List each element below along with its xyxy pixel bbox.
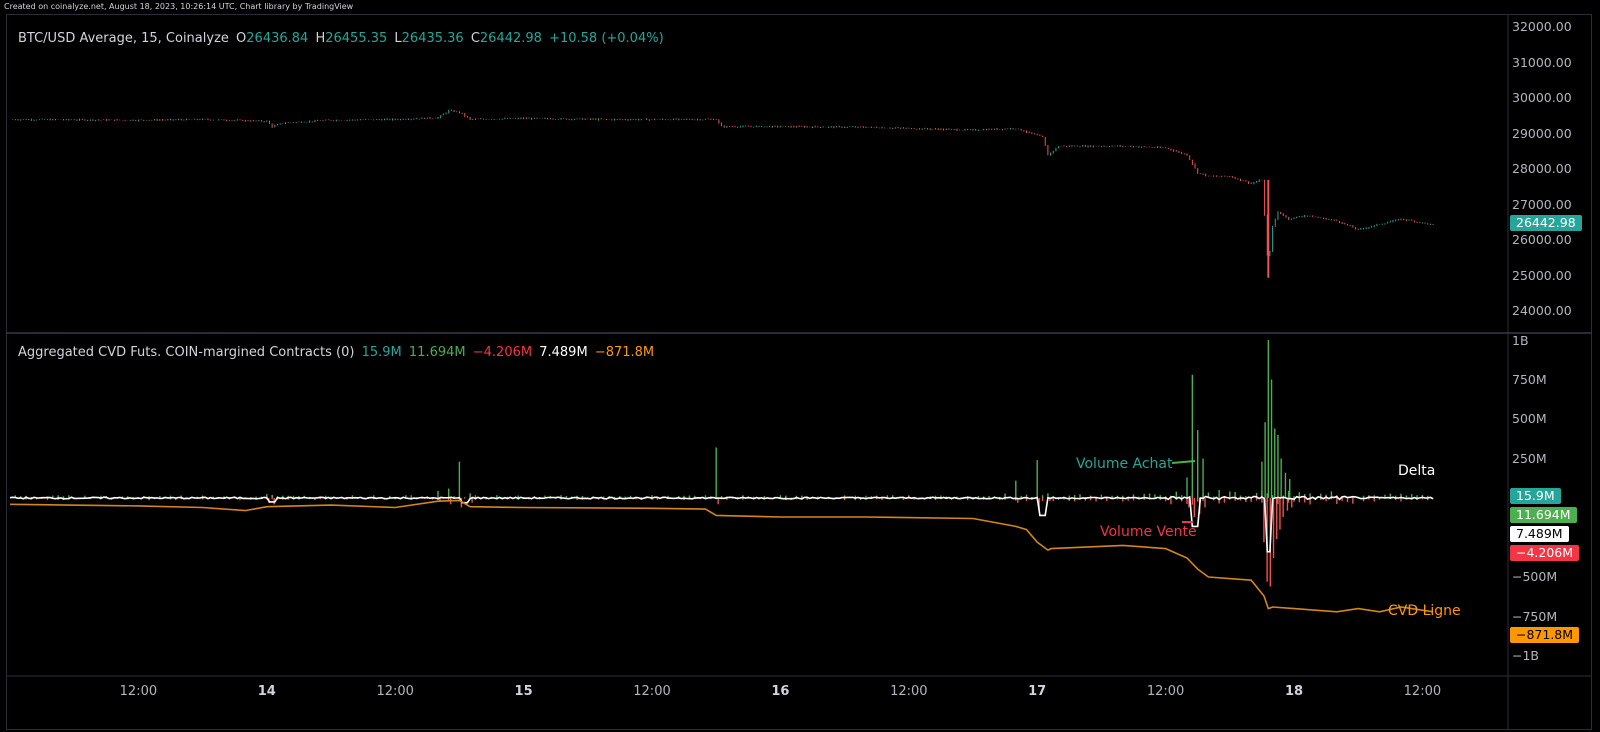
price-y-tick: 29000.00	[1512, 125, 1572, 141]
x-tick-label: 12:00	[119, 684, 158, 699]
x-tick-label: 12:00	[890, 684, 928, 699]
annotation-volume-achat: Volume Achat	[1076, 456, 1173, 472]
price-open: O26436.84	[236, 31, 309, 46]
price-y-tick: 30000.00	[1512, 90, 1572, 106]
cvd-y-tick: 750M	[1512, 371, 1547, 387]
cvd-y-tick: −1B	[1512, 648, 1540, 663]
cvd-tag-4: −4.206M	[1510, 545, 1580, 561]
price-candles	[12, 109, 1434, 257]
cvd-legend-value-3: −4.206M	[472, 345, 533, 360]
price-y-tick: 31000.00	[1512, 54, 1572, 70]
cvd-y-tick: −750M	[1512, 608, 1558, 624]
price-y-tick: 27000.00	[1512, 196, 1572, 212]
price-last-tag: 26442.98	[1510, 215, 1582, 231]
cvd-legend-value-2: 11.694M	[408, 345, 466, 360]
cvd-tag-5: −871.8M	[1510, 627, 1580, 643]
cvd-tag-3: 7.489M	[1510, 526, 1569, 542]
chart-credit: Created on coinalyze.net, August 18, 202…	[4, 2, 354, 11]
annotation-achat-marker	[1171, 460, 1196, 464]
price-y-tick: 32000.00	[1512, 19, 1572, 34]
cvd-legend-value-5: −871.8M	[594, 345, 655, 360]
x-tick-label: 16	[771, 684, 790, 699]
x-tick-label: 14	[257, 684, 276, 699]
annotation-cvd-ligne: CVD Ligne	[1388, 603, 1461, 619]
cvd-y-tick: 1B	[1512, 333, 1529, 348]
x-tick-label: 12:00	[1403, 684, 1442, 699]
cvd-legend-value-4: 7.489M	[539, 345, 588, 360]
price-high: H26455.35	[315, 31, 388, 46]
x-tick-label: 17	[1028, 684, 1047, 699]
x-tick-label: 15	[514, 684, 533, 699]
cvd-tag-2: 11.694M	[1510, 507, 1577, 523]
price-y-tick: 26000.00	[1512, 232, 1572, 248]
x-tick-label: 12:00	[633, 684, 671, 699]
delta-line	[9, 495, 1434, 553]
price-change: +10.58 (+0.04%)	[549, 31, 664, 46]
price-y-tick: 24000.00	[1512, 303, 1572, 319]
price-low: L26435.36	[394, 31, 464, 46]
cvd-legend-value-1: 15.9M	[361, 345, 402, 360]
price-legend-title: BTC/USD Average, 15, Coinalyze	[18, 31, 229, 46]
annotation-volume-vente: Volume Vente	[1100, 524, 1197, 540]
cvd-tag-1: 15.9M	[1510, 488, 1561, 504]
cvd-line	[9, 499, 1434, 613]
cvd-volume-bars	[14, 340, 1434, 587]
cvd-legend-title: Aggregated CVD Futs. COIN-margined Contr…	[18, 345, 355, 360]
cvd-y-tick: −500M	[1512, 569, 1558, 584]
cvd-y-tick: 250M	[1512, 450, 1547, 466]
price-legend: BTC/USD Average, 15, Coinalyze O26436.84…	[18, 31, 667, 46]
price-y-tick: 28000.00	[1512, 161, 1572, 177]
x-tick-label: 18	[1284, 684, 1304, 699]
price-close: C26442.98	[470, 31, 542, 46]
annotation-delta: Delta	[1398, 463, 1436, 479]
cvd-legend: Aggregated CVD Futs. COIN-margined Contr…	[18, 345, 657, 360]
x-tick-label: 12:00	[376, 684, 414, 699]
price-y-tick: 25000.00	[1512, 267, 1572, 283]
cvd-y-tick: 500M	[1512, 411, 1547, 426]
x-tick-label: 12:00	[1146, 684, 1185, 699]
